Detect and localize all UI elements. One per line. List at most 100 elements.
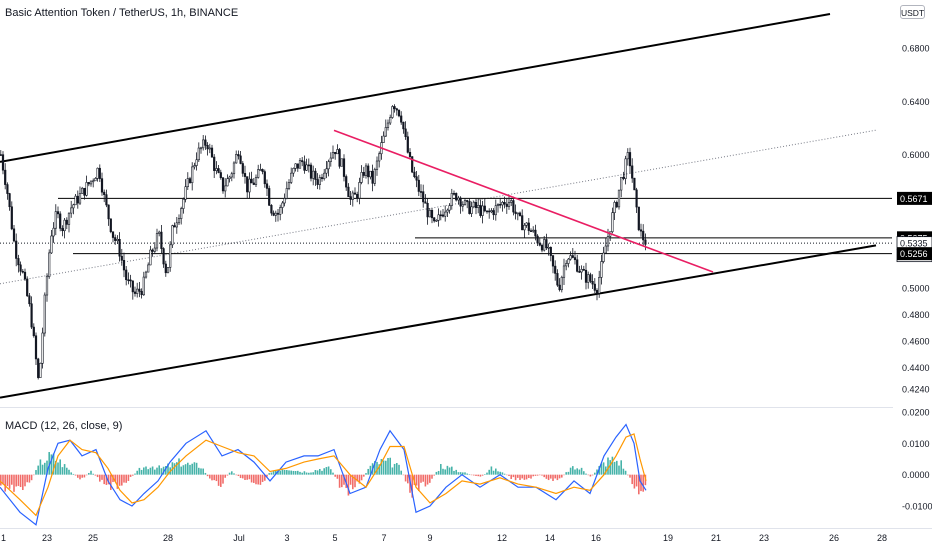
time-tick-label: Jul	[233, 533, 245, 543]
candle-body	[426, 202, 429, 218]
candle-body	[633, 177, 636, 191]
macd-histogram-bar	[499, 471, 501, 475]
macd-histogram-bar	[404, 474, 407, 482]
candle-body	[131, 280, 134, 293]
macd-histogram-bar	[534, 474, 537, 476]
price-axis[interactable]: 0.6800 0.6400 0.6000 0.5000 0.4800 0.4600 0.44…	[893, 0, 932, 528]
macd-histogram-bar	[268, 473, 270, 475]
macd-histogram-bar	[327, 466, 330, 475]
currency-button[interactable]: USDT	[900, 5, 925, 19]
price-axis-background	[893, 0, 932, 528]
candle-body	[402, 121, 405, 130]
candle-body	[525, 222, 528, 226]
candle-body	[122, 260, 126, 271]
candle-body	[127, 279, 130, 282]
candle-body	[437, 214, 440, 221]
macd-histogram-bar	[314, 470, 317, 475]
macd-histogram-bar	[486, 472, 488, 475]
candle-body	[444, 211, 447, 217]
macd-histogram-bar	[635, 474, 638, 487]
macd-histogram-bar	[609, 460, 611, 475]
candle-body	[59, 213, 62, 229]
macd-histogram-bar	[594, 472, 596, 475]
macd-histogram-bar	[94, 474, 97, 476]
macd-histogram-bar	[160, 468, 163, 475]
candle-body	[345, 176, 348, 188]
macd-histogram-bar	[266, 474, 268, 477]
candle-body	[615, 202, 618, 208]
channel-drawings[interactable]	[0, 13, 877, 399]
candle-body	[367, 165, 370, 178]
candle-body	[316, 179, 319, 185]
macd-histogram-bar	[209, 474, 211, 479]
price-pane[interactable]	[0, 13, 892, 399]
candle-body	[507, 202, 511, 207]
price-candles	[0, 104, 647, 380]
macd-histogram-bar	[19, 474, 22, 488]
macd-histogram-bar	[250, 474, 253, 483]
candle-body	[248, 178, 251, 193]
candle-body	[250, 178, 253, 184]
candle-body	[384, 127, 387, 137]
macd-histogram-bar	[107, 474, 110, 485]
time-axis[interactable]: 1 23 25 28 Jul 3 5 7 9 12 14 16 19 21 23 26 28	[1, 533, 887, 543]
macd-histogram-bar	[26, 474, 28, 483]
macd-histogram-bar	[622, 468, 625, 475]
macd-histogram-bar	[418, 474, 420, 492]
candle-body	[538, 242, 541, 246]
macd-histogram-bar	[563, 474, 565, 476]
candle-body	[98, 167, 101, 179]
macd-histogram-bar	[224, 474, 226, 478]
candle-body	[532, 229, 535, 232]
macd-histogram-bar	[433, 474, 435, 476]
macd-axis[interactable]: 0.0200 0.0100 0.0000 -0.0100	[902, 408, 932, 512]
candle-body	[602, 252, 605, 262]
macd-histogram-bar	[345, 474, 347, 488]
macd-pane[interactable]	[0, 423, 647, 526]
macd-histogram-bar	[37, 465, 39, 475]
candle-body	[138, 288, 141, 292]
macd-histogram-bar	[389, 457, 391, 475]
candle-body	[193, 165, 196, 168]
macd-histogram-bar	[132, 474, 134, 476]
candle-body	[226, 178, 229, 187]
candle-body	[556, 273, 559, 286]
price-tick-label: 0.5000	[902, 283, 930, 293]
macd-histogram-bar	[61, 467, 64, 475]
candle-body	[318, 177, 321, 185]
macd-histogram-bar	[121, 474, 123, 486]
macd-histogram-bar	[380, 459, 383, 475]
macd-histogram-bar	[90, 470, 92, 475]
macd-histogram	[0, 452, 647, 498]
candle-body	[397, 109, 401, 117]
macd-histogram-bar	[118, 474, 121, 486]
macd-histogram-bar	[633, 474, 636, 489]
macd-histogram-bar	[321, 470, 323, 475]
macd-histogram-bar	[512, 474, 515, 478]
macd-histogram-bar	[402, 474, 405, 476]
trendline-drawing[interactable]	[333, 129, 714, 273]
macd-histogram-bar	[140, 469, 143, 475]
price-label-text: 0.5671	[900, 194, 928, 204]
macd-histogram-bar	[162, 466, 165, 475]
candle-body	[499, 203, 502, 206]
trendline	[333, 129, 714, 273]
candle-body	[604, 245, 607, 254]
macd-histogram-bar	[154, 469, 156, 475]
macd-histogram-bar	[211, 474, 213, 481]
macd-histogram-bar	[475, 474, 477, 476]
candle-body	[637, 206, 640, 231]
candle-body	[140, 291, 143, 296]
macd-histogram-bar	[407, 474, 409, 484]
macd-indicator-title[interactable]: MACD (12, 26, close, 9)	[5, 420, 123, 432]
macd-histogram-bar	[338, 474, 341, 488]
macd-histogram-bar	[275, 470, 277, 475]
macd-histogram-bar	[525, 474, 528, 480]
candle-body	[37, 358, 40, 378]
horizontal-line-drawings[interactable]	[0, 197, 892, 255]
macd-histogram-bar	[136, 470, 138, 475]
candle-body	[503, 201, 506, 205]
price-label-text: 0.5335	[900, 239, 928, 249]
macd-histogram-bar	[589, 474, 592, 477]
